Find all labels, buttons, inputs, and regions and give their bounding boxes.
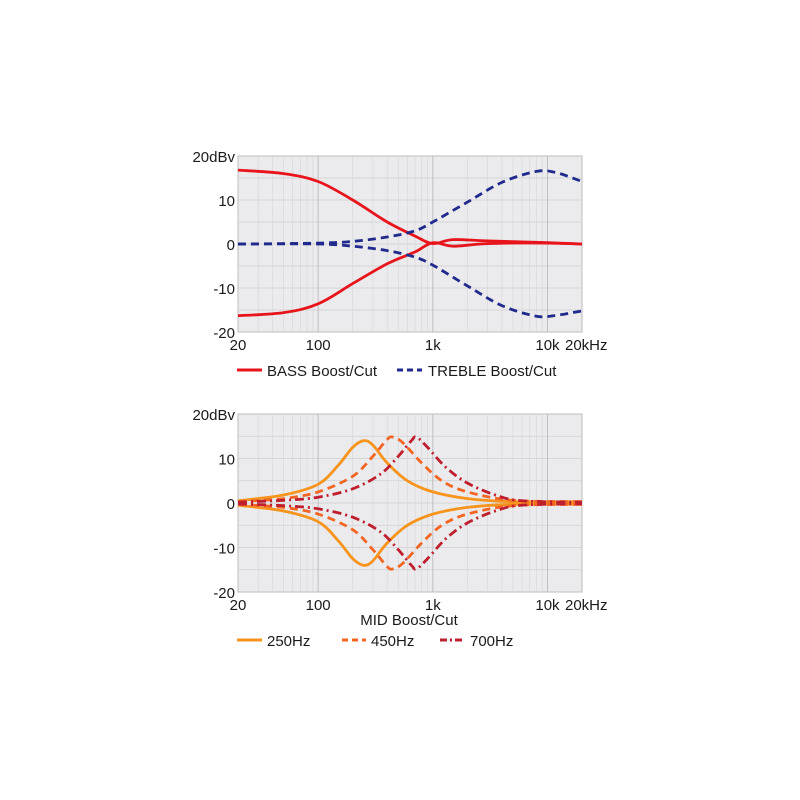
x-tick-label: 100 [306, 337, 331, 354]
series-line-700hz [237, 435, 583, 504]
x-tick-label: 10k [535, 337, 560, 354]
x-tick-label: 20kHz [565, 597, 608, 614]
x-tick-label: 1k [425, 337, 441, 354]
legend-label: TREBLE Boost/Cut [428, 363, 557, 380]
y-tick-label: 20dBv [192, 407, 235, 424]
y-tick-label: 0 [227, 496, 235, 513]
x-tick-label: 100 [306, 597, 331, 614]
series-line-450hz [237, 435, 583, 504]
y-tick-label: 0 [227, 237, 235, 254]
series-line-450hz [237, 502, 583, 571]
series-line-250hz [237, 502, 583, 567]
legend-label: BASS Boost/Cut [267, 363, 378, 380]
legend-label: 250Hz [267, 633, 310, 650]
y-tick-label: -10 [213, 281, 235, 298]
y-tick-label: -10 [213, 541, 235, 558]
y-tick-label: -20 [213, 585, 235, 602]
x-tick-label: 20kHz [565, 337, 608, 354]
x-tick-label: 1k [425, 597, 441, 614]
x-axis-title: MID Boost/Cut [360, 612, 458, 629]
series-line-bass-boost-cut [237, 168, 583, 246]
series-line-treble-boost-cut [237, 242, 583, 319]
legend-label: 700Hz [470, 633, 513, 650]
legend-label: 450Hz [371, 633, 414, 650]
y-tick-label: 10 [218, 193, 235, 210]
x-tick-label: 20 [230, 337, 247, 354]
series-line-bass-boost-cut [237, 241, 583, 318]
y-tick-label: 10 [218, 452, 235, 469]
x-tick-label: 10k [535, 597, 560, 614]
y-tick-label: 20dBv [192, 149, 235, 166]
series-line-treble-boost-cut [237, 169, 583, 246]
series-line-250hz [237, 439, 583, 504]
series-line-700hz [237, 502, 583, 571]
x-tick-label: 20 [230, 597, 247, 614]
y-tick-label: -20 [213, 325, 235, 342]
